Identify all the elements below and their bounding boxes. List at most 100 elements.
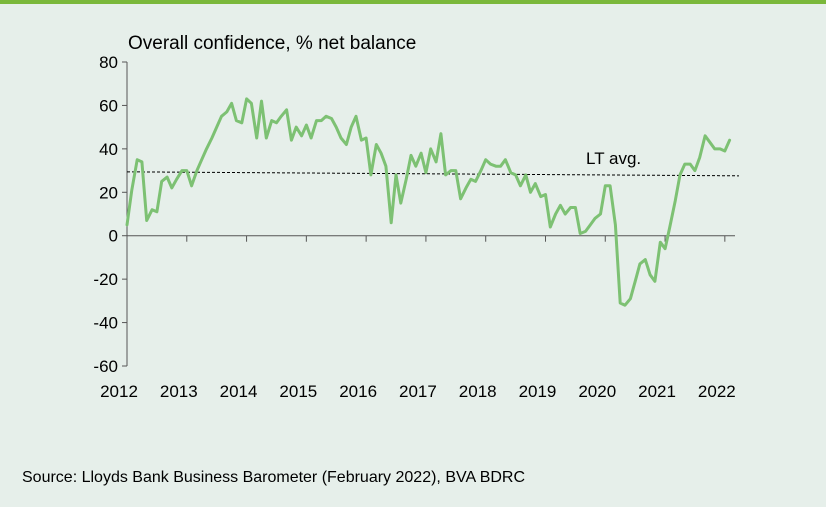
y-tick-label: 20 [99,183,118,202]
data-point [265,137,268,140]
data-point [126,223,129,226]
data-point [390,221,393,224]
data-point [151,208,154,211]
data-point [384,165,387,168]
data-point [678,173,681,176]
data-point [454,169,457,172]
data-point [200,158,203,161]
data-point [405,178,408,181]
data-point [190,184,193,187]
data-point [494,165,497,168]
data-point [155,210,158,213]
data-point [559,204,562,207]
data-point [623,304,626,307]
data-point [220,115,223,118]
data-point [683,163,686,166]
data-point [136,158,139,161]
data-point [365,137,368,140]
x-tick-label: 2014 [220,382,258,401]
data-point [704,134,707,137]
data-point [589,223,592,226]
y-tick-label: 80 [99,53,118,72]
data-point [534,182,537,185]
data-point [330,117,333,120]
data-point [519,184,522,187]
data-point [474,180,477,183]
data-point [255,137,258,140]
data-point [230,102,233,105]
data-point [629,297,632,300]
x-tick-label: 2017 [399,382,437,401]
y-tick-label: -20 [93,270,118,289]
data-point [181,169,184,172]
data-point [514,173,517,176]
data-point [320,119,323,122]
data-point [140,160,143,163]
data-point [235,119,238,122]
data-point [195,169,198,172]
data-point [414,165,417,168]
data-point [275,121,278,124]
data-point [395,173,398,176]
data-point [674,199,677,202]
data-point [240,121,243,124]
data-point [205,147,208,150]
data-point [504,158,507,161]
lt-avg-label: LT avg. [586,149,641,168]
y-tick-label: 60 [99,96,118,115]
data-point [325,115,328,118]
data-point [668,226,671,229]
data-point [719,147,722,150]
data-point [335,126,338,129]
data-point [439,132,442,135]
data-point [285,108,288,111]
data-point [280,115,283,118]
x-tick-label: 2022 [698,382,736,401]
data-point [130,189,133,192]
x-tick-label: 2012 [100,382,138,401]
data-point [424,171,427,174]
data-point [450,169,453,172]
data-point [653,280,656,283]
data-point [544,193,547,196]
data-point [564,213,567,216]
data-point [599,213,602,216]
data-point [604,184,607,187]
data-point [166,176,169,179]
data-point [689,163,692,166]
chart-title: Overall confidence, % net balance [128,33,417,54]
y-tick-label: 0 [109,227,118,246]
data-point [350,126,353,129]
data-point [509,171,512,174]
data-point [250,102,253,105]
data-point [619,302,622,305]
data-point [469,178,472,181]
y-tick-label: 40 [99,140,118,159]
data-point [375,143,378,146]
data-point [659,241,662,244]
data-point [175,178,178,181]
data-point [554,213,557,216]
y-tick-label: -40 [93,314,118,333]
data-point [444,173,447,176]
data-point [360,139,363,142]
data-point [529,191,532,194]
data-point [464,186,467,189]
data-point [549,226,552,229]
data-point [369,173,372,176]
data-point [305,123,308,126]
data-point [399,202,402,205]
data-point [649,273,652,276]
lt-avg-line [126,171,740,177]
data-point [354,115,357,118]
data-point [160,180,163,183]
data-point [489,163,492,166]
data-point [459,197,462,200]
data-point [345,143,348,146]
y-tick-label: -60 [93,357,118,376]
data-point [609,184,612,187]
x-tick-label: 2021 [638,382,676,401]
data-point [634,280,637,283]
top-accent-rule [0,0,826,4]
